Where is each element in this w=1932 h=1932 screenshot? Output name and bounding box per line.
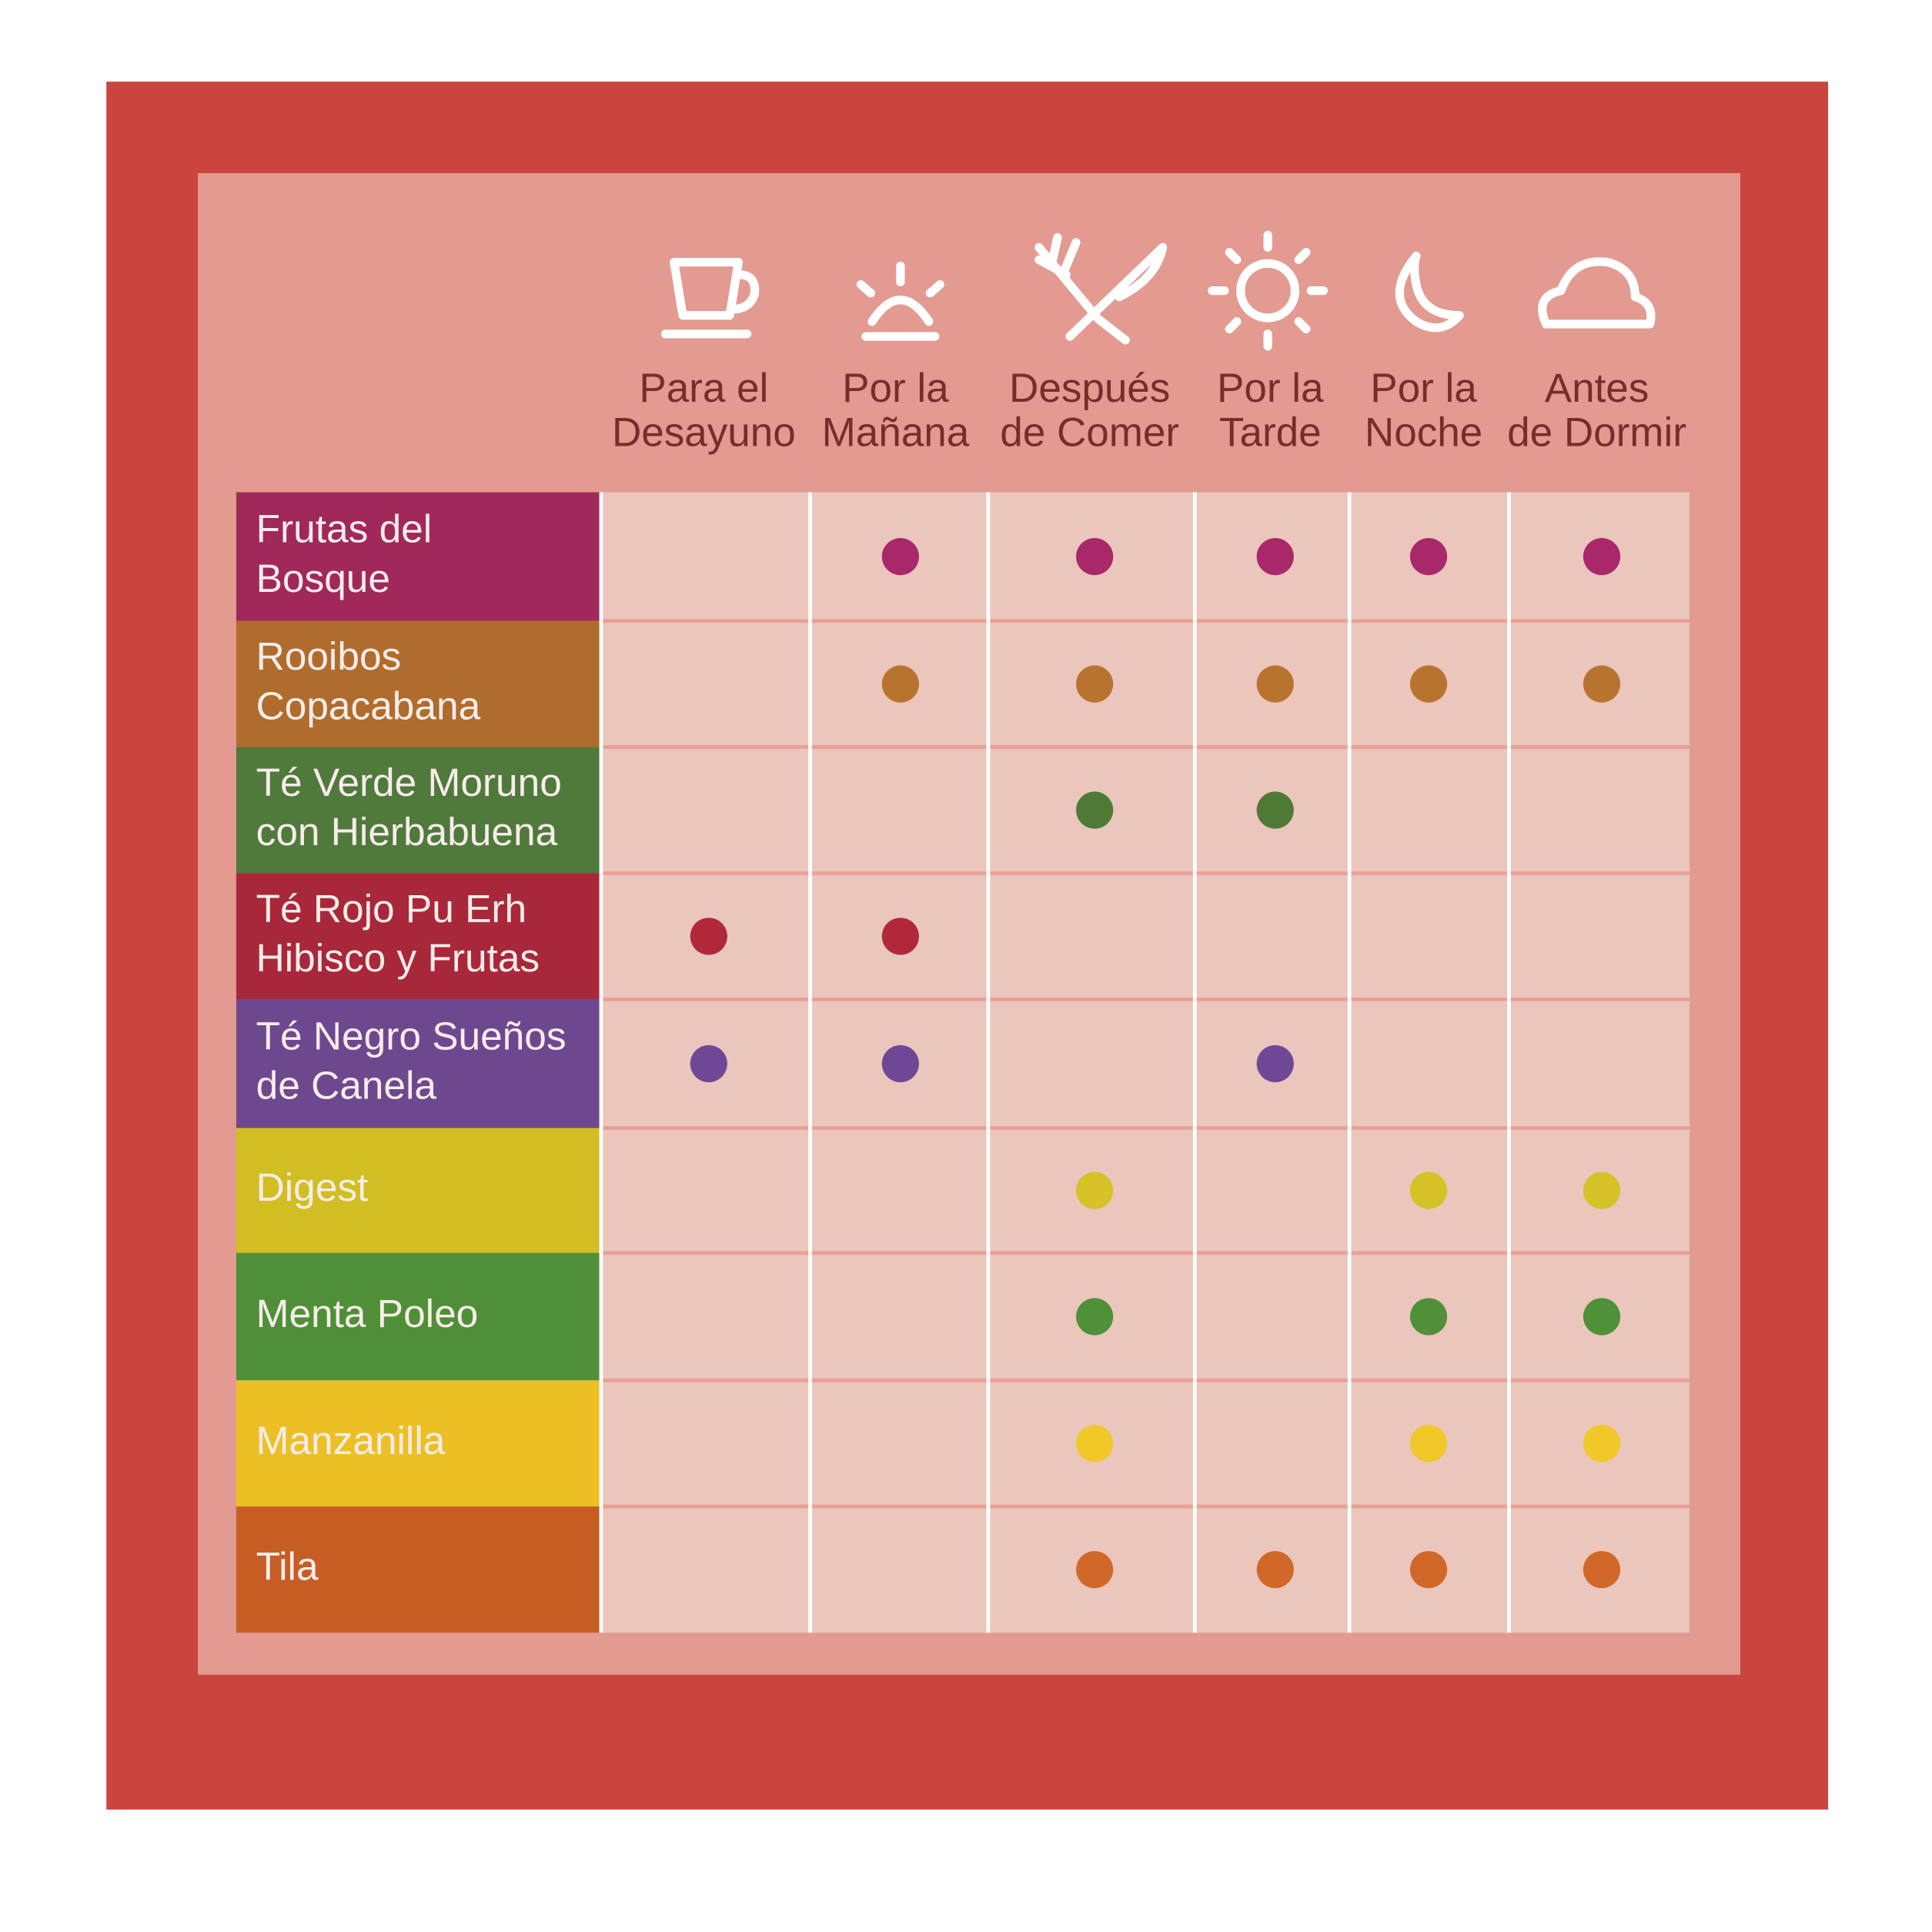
row-label: Digest — [256, 1165, 369, 1209]
column-header: de Dormir — [1507, 410, 1686, 456]
dot — [881, 1045, 919, 1083]
dot — [1256, 791, 1294, 829]
row-label-bg — [236, 1128, 600, 1253]
dot — [1076, 665, 1114, 703]
row-label: Rooibos — [256, 633, 402, 678]
row-label-bg — [236, 620, 600, 747]
dot — [690, 918, 727, 955]
dot — [1583, 665, 1621, 703]
column-header: Tarde — [1219, 410, 1322, 456]
column-header: Después — [1009, 366, 1170, 411]
dot — [1409, 1425, 1448, 1462]
column-header: Por la — [1217, 366, 1324, 411]
column-header: de Comer — [1000, 410, 1179, 456]
row-label-bg — [236, 1252, 600, 1381]
dot — [1076, 538, 1114, 576]
row-label: con Hierbabuena — [256, 809, 558, 854]
dot — [1409, 665, 1448, 703]
row-label: Frutas del — [256, 506, 433, 551]
row-label: Tila — [256, 1544, 319, 1589]
dot — [1256, 1045, 1294, 1083]
dot — [881, 918, 919, 955]
dot — [1583, 538, 1621, 576]
row-label: Hibisco y Frutas — [256, 935, 540, 980]
row-label: Bosque — [256, 556, 390, 600]
icons — [660, 230, 1656, 351]
row-label: Té Negro Sueños — [256, 1013, 567, 1058]
column-header: Por la — [1370, 366, 1477, 411]
dot — [1583, 1298, 1621, 1335]
dot — [881, 538, 919, 576]
row-label-bg — [236, 747, 600, 874]
cells-bg — [600, 492, 1690, 1633]
dot — [1256, 1551, 1294, 1589]
dot — [1583, 1425, 1621, 1462]
column-header: Antes — [1545, 366, 1650, 411]
row-label: Copacabana — [256, 683, 481, 727]
dot — [1076, 1425, 1114, 1462]
column-header: Para el — [639, 366, 768, 411]
dot — [1076, 1551, 1114, 1589]
column-header: Mañana — [822, 410, 970, 456]
dot — [1076, 1172, 1114, 1209]
dot — [690, 1045, 727, 1083]
row-label-bg — [236, 492, 600, 621]
dot — [1256, 665, 1294, 703]
column-header: Por la — [842, 366, 949, 411]
column-header: Desayuno — [612, 410, 796, 456]
row-label: Menta Poleo — [256, 1291, 479, 1335]
row-label: de Canela — [256, 1063, 437, 1108]
dot — [1076, 1298, 1114, 1335]
dot — [1583, 1172, 1621, 1209]
row-label: Té Verde Moruno — [256, 760, 562, 804]
row-label-bg — [236, 1380, 600, 1507]
row-label: Manzanilla — [256, 1418, 446, 1462]
dot — [1409, 1172, 1448, 1209]
row-label: Té Rojo Pu Erh — [256, 886, 526, 931]
dot — [1583, 1551, 1621, 1589]
row-label-bg — [236, 999, 600, 1128]
dot — [1409, 1551, 1448, 1589]
dot — [1256, 538, 1294, 576]
dot — [881, 665, 919, 703]
dot — [1409, 538, 1448, 576]
dot — [1409, 1298, 1448, 1335]
dot — [1076, 791, 1114, 829]
column-header: Noche — [1365, 410, 1482, 456]
row-label-bg — [236, 1506, 600, 1633]
row-label-bg — [236, 873, 600, 1000]
